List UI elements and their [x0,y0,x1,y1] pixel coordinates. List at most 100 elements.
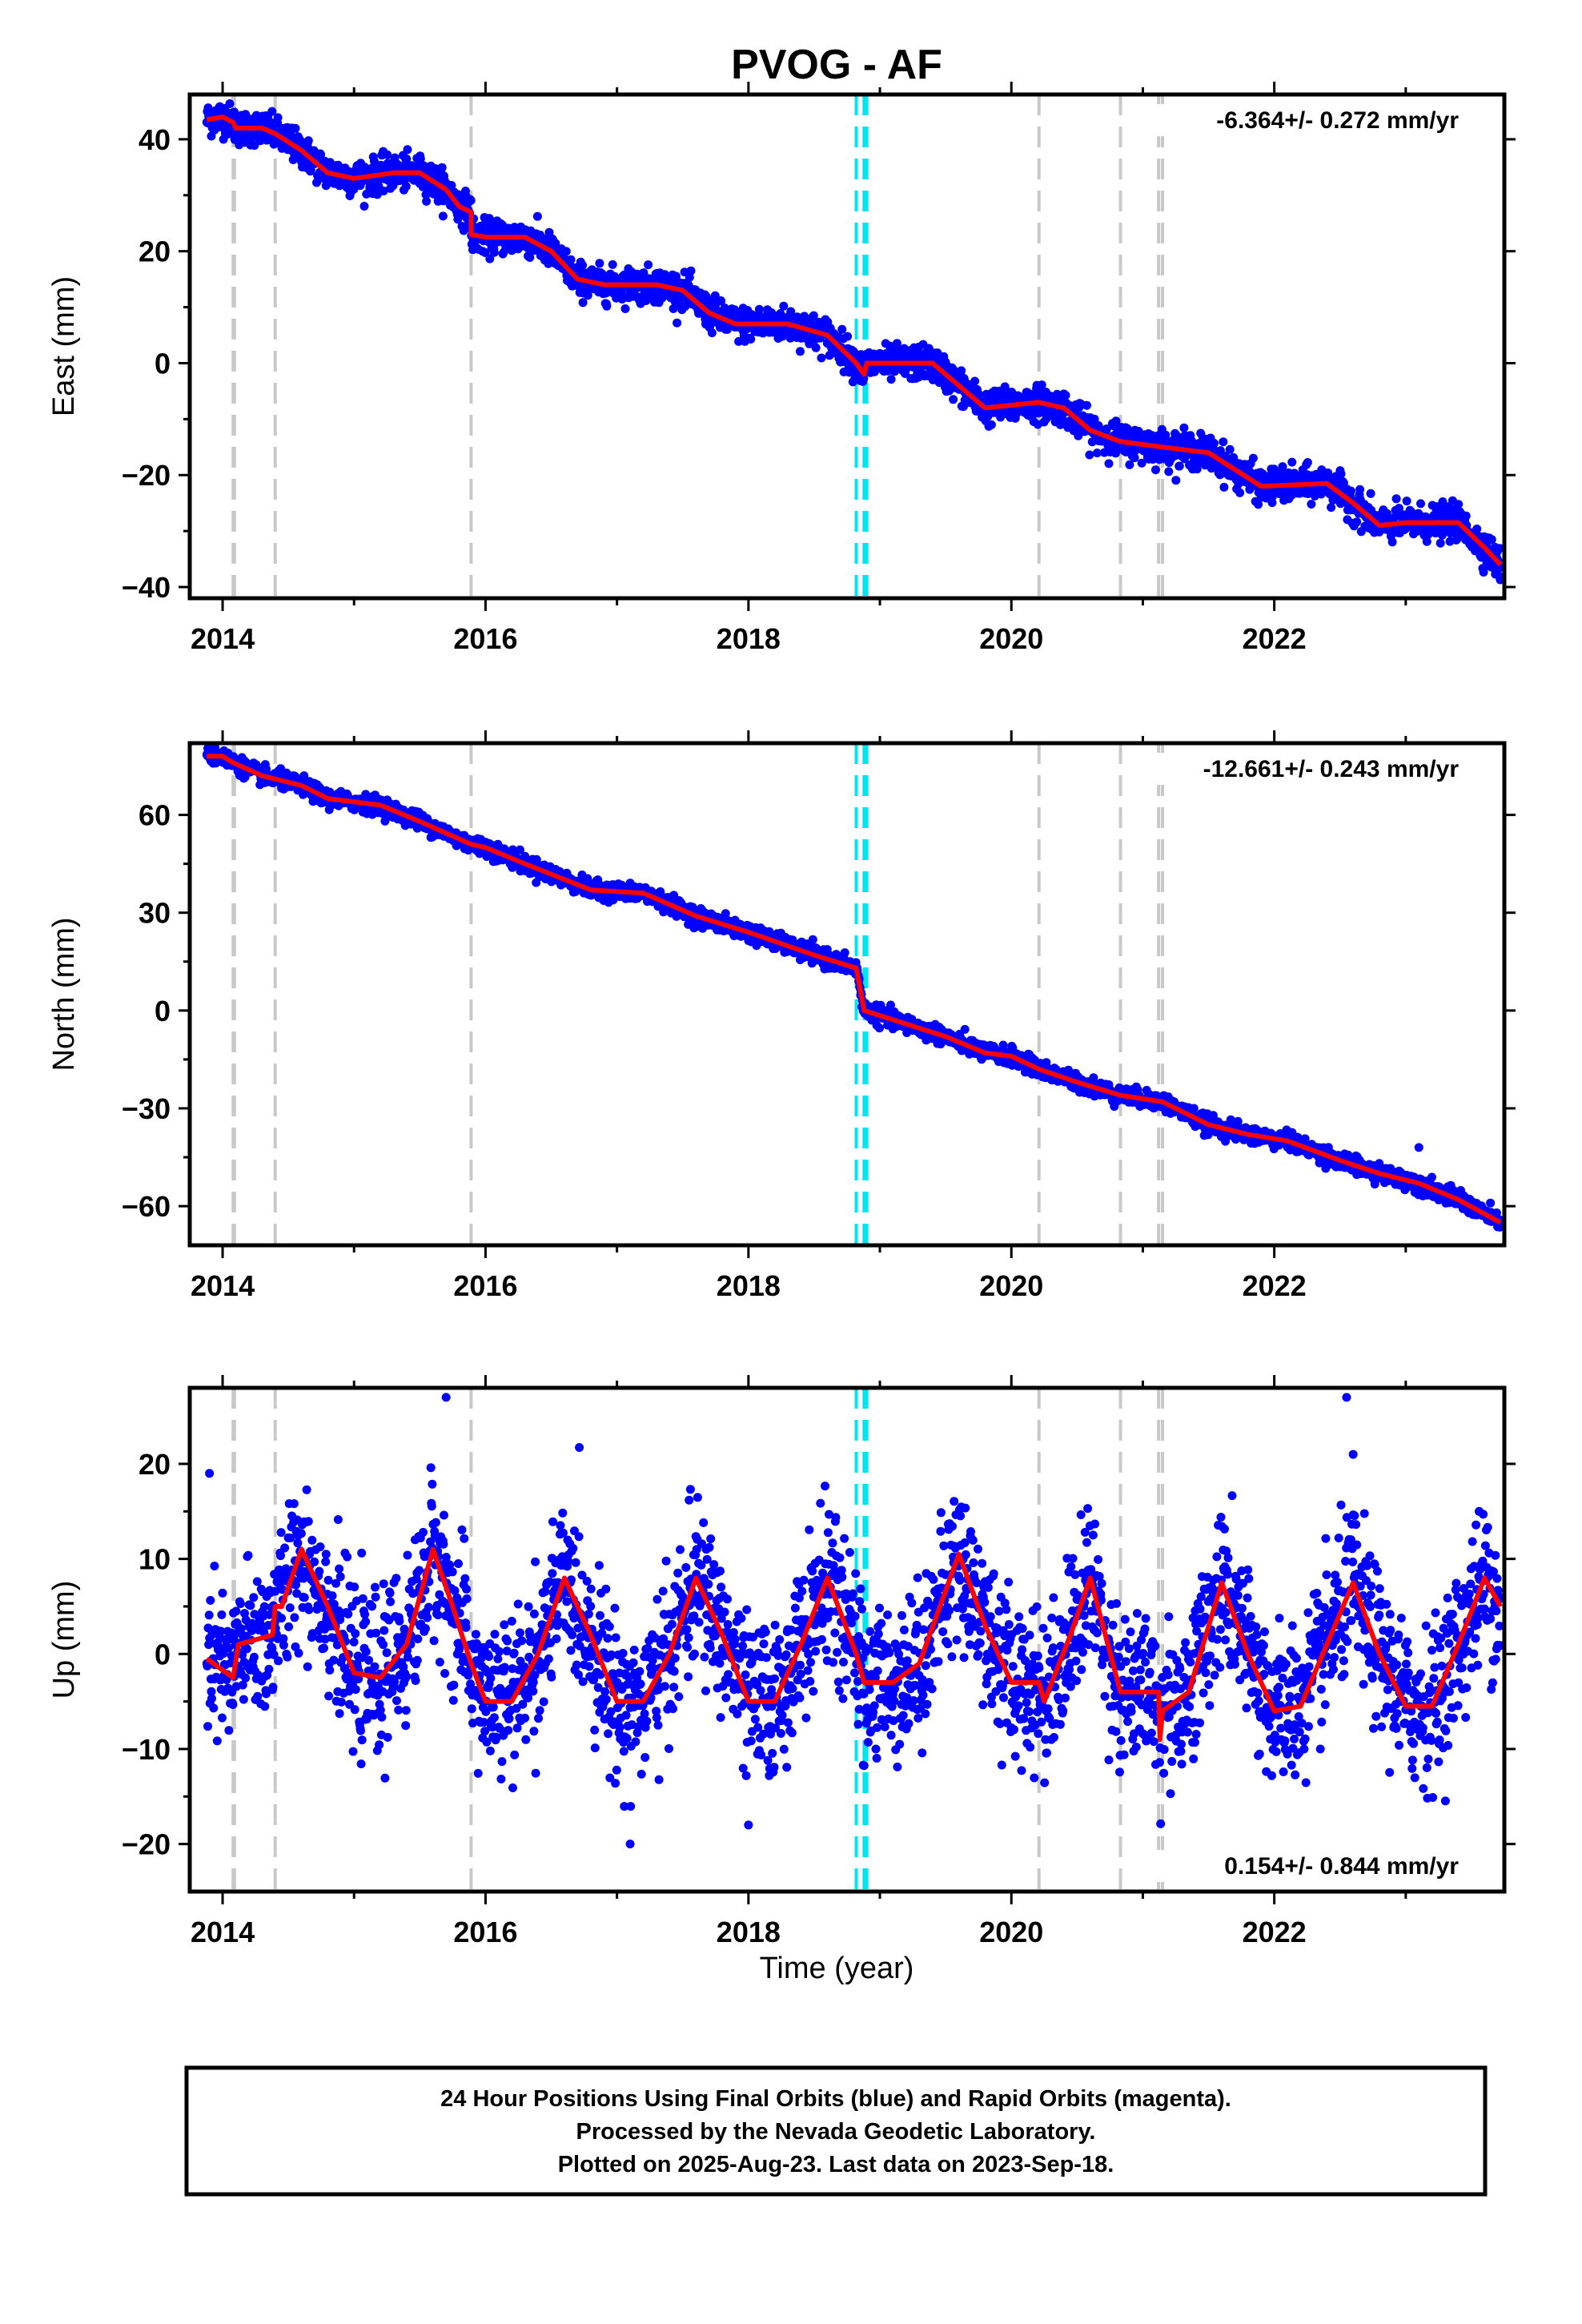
position-point [578,260,588,270]
position-point [566,255,576,264]
position-point [1210,439,1219,448]
position-point [421,190,431,199]
position-point [960,1024,970,1034]
position-point [1085,450,1094,460]
position-point [1355,485,1365,494]
plot-area [202,94,1504,598]
y-tick-label: −20 [122,459,171,492]
position-point [754,304,764,314]
position-point [811,343,821,352]
position-point [466,195,476,205]
position-point [1061,391,1070,400]
position-point [1179,423,1189,432]
position-point [1422,537,1431,546]
position-point [886,375,896,384]
panel-frame [187,92,1507,601]
position-point [641,296,651,305]
position-point [1219,437,1228,447]
position-point [1151,465,1160,475]
position-point [561,247,571,256]
position-point [1402,497,1411,506]
y-axis-label: East (mm) [47,276,81,416]
position-point [817,353,826,363]
position-point [403,145,412,155]
position-point [525,253,535,262]
y-tick-label: 0 [155,347,171,380]
position-point [532,211,542,221]
position-point [1278,462,1287,472]
position-point [1307,500,1316,509]
position-point [369,156,379,166]
position-point [551,239,560,248]
position-point [437,163,447,172]
position-point [230,107,239,117]
position-point [1267,498,1277,508]
position-point [686,266,696,275]
position-point [544,227,554,237]
position-point [1171,476,1181,485]
position-point [1164,467,1174,476]
position-point [602,301,612,311]
position-point [1336,469,1346,479]
position-point [1104,459,1114,468]
velocity-rate-label: -6.364+/- 0.272 mm/yr [1216,107,1459,134]
position-point [422,196,432,206]
position-point [203,103,213,113]
position-point [1037,380,1046,390]
position-point [1435,538,1445,548]
position-point [273,113,283,123]
position-point [1387,537,1397,547]
position-point [892,339,901,348]
position-point [447,181,456,190]
model-fit-line [206,115,1503,567]
position-point [808,935,817,944]
position-point [949,395,958,404]
position-point [1479,568,1488,577]
rate-label-background [1145,104,1473,136]
position-point [1352,517,1362,527]
position-point [1346,486,1355,496]
position-point [1254,500,1263,509]
position-point [1235,488,1245,497]
position-point [267,107,277,116]
position-point [1303,458,1312,467]
position-point [746,335,756,344]
position-point [970,376,980,386]
position-point [608,259,617,269]
position-point [859,373,869,383]
position-point [1287,457,1297,467]
position-point [1495,544,1504,553]
position-point [673,318,682,328]
position-point [1082,400,1091,410]
position-point [485,254,495,263]
position-point [1366,489,1375,498]
position-point [1416,499,1425,509]
position-point [734,336,744,346]
position-point [438,211,448,221]
y-tick-label: 40 [139,123,171,156]
position-point [986,420,996,429]
position-point [1092,448,1102,458]
position-point [303,136,313,146]
position-point [786,307,796,316]
position-point [1174,461,1184,471]
position-point [383,150,392,159]
x-tick-label: 2016 [453,622,517,655]
position-point [1461,511,1471,521]
position-point [875,1023,884,1033]
position-point [717,296,726,306]
position-point [1137,458,1146,468]
position-point [843,332,853,341]
position-point [250,141,259,151]
position-point [1496,575,1504,585]
position-point [291,123,300,133]
y-tick-label: 20 [139,235,171,268]
position-point [359,202,369,211]
position-point [480,248,490,257]
position-point [876,1000,885,1010]
position-point [639,268,648,278]
position-point [1248,453,1258,463]
position-point [578,298,588,308]
